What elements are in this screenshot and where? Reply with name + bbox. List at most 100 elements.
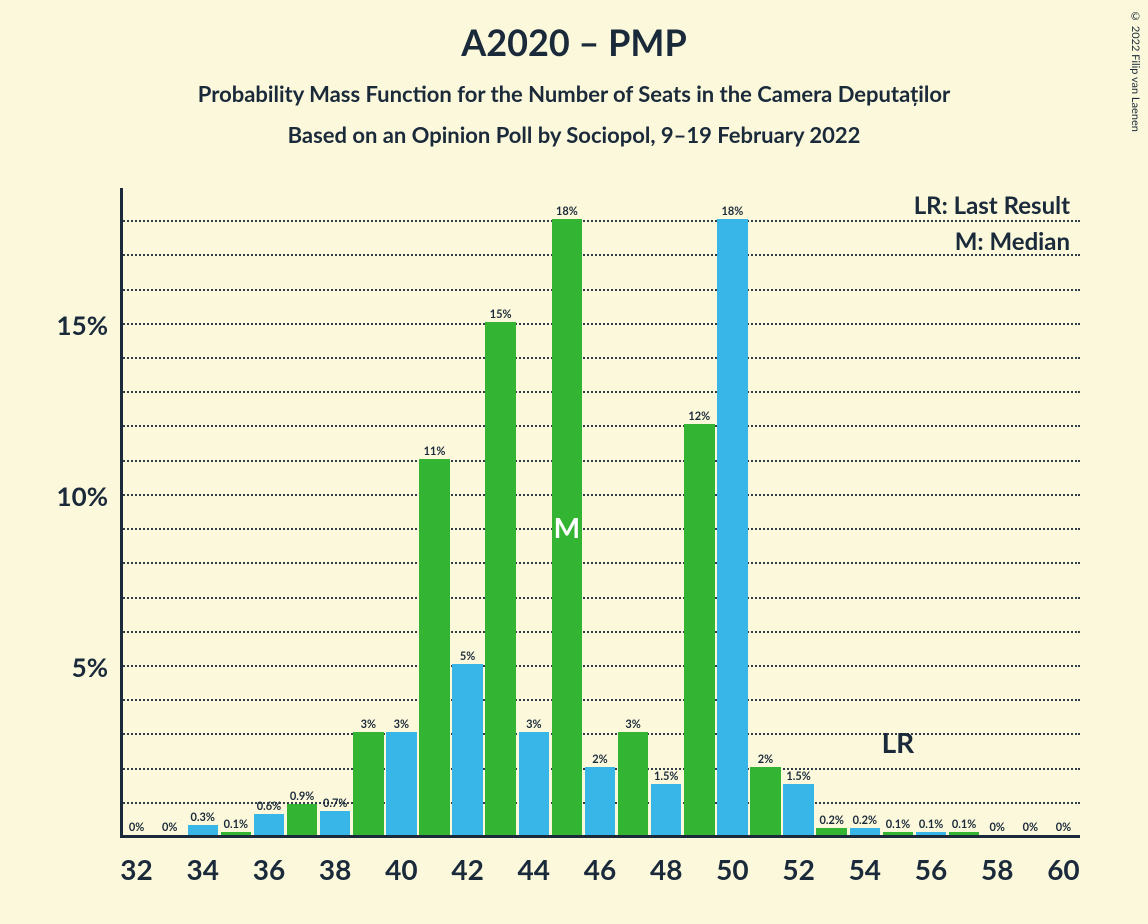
bar-value-label: 0.6%	[257, 800, 281, 813]
bar-value-label: 1.5%	[786, 770, 810, 783]
bar-slot: 11%	[419, 459, 449, 835]
bar-value-label: 0%	[1023, 821, 1038, 834]
bar: 0.2%	[850, 828, 880, 835]
copyright-text: © 2022 Filip van Laenen	[1129, 10, 1142, 132]
bar-value-label: 12%	[688, 410, 710, 423]
bar-slot: 15%	[485, 322, 515, 835]
bar-value-label: 0.7%	[323, 797, 347, 810]
x-tick-label: 50	[716, 838, 748, 886]
bar-slot: 5%	[452, 664, 482, 835]
chart-subtitle-2: Based on an Opinion Poll by Sociopol, 9–…	[0, 121, 1148, 148]
x-tick-label: 32	[120, 838, 152, 886]
x-tick-label: 48	[650, 838, 682, 886]
x-tick-label: 36	[253, 838, 285, 886]
bar-value-label: 0.9%	[290, 790, 314, 803]
bar-slot: 3%	[353, 732, 383, 835]
lr-marker-label: LR	[882, 725, 915, 759]
x-tick-label: 54	[849, 838, 881, 886]
bar-value-label: 3%	[361, 718, 376, 731]
bar: 15%	[485, 322, 515, 835]
bar-slot: 3%	[519, 732, 549, 835]
bar-value-label: 0%	[162, 821, 177, 834]
bar: 0.1%	[883, 832, 913, 835]
bar-slot: 0.1%	[221, 832, 251, 835]
bar-slot: 0.2%	[850, 828, 880, 835]
bar: 3%	[353, 732, 383, 835]
bar-value-label: 5%	[460, 650, 475, 663]
bar-value-label: 0.2%	[820, 814, 844, 827]
bar: 11%	[419, 459, 449, 835]
bar-slot: 0.7%	[320, 811, 350, 835]
bar: 0.1%	[916, 832, 946, 835]
bar-value-label: 0.1%	[952, 818, 976, 831]
bar: 0.2%	[816, 828, 846, 835]
bar-value-label: 1.5%	[654, 770, 678, 783]
bar-slot: 0.1%	[916, 832, 946, 835]
title-block: A2020 – PMP Probability Mass Function fo…	[0, 0, 1148, 148]
bar-slot: 18%M	[552, 219, 582, 835]
bar-value-label: 0.2%	[853, 814, 877, 827]
x-tick-label: 38	[319, 838, 351, 886]
y-tick-label: 15%	[57, 309, 120, 341]
bar-value-label: 3%	[394, 718, 409, 731]
bar-value-label: 0.1%	[886, 818, 910, 831]
bar: 3%	[386, 732, 416, 835]
bar: 2%	[750, 767, 780, 835]
bar-slot: 0.6%	[254, 814, 284, 835]
bar: 0.1%	[221, 832, 251, 835]
bar: 2%	[585, 767, 615, 835]
bar-slot: 3%	[618, 732, 648, 835]
x-tick-label: 60	[1047, 838, 1079, 886]
bar-value-label: 0%	[990, 821, 1005, 834]
bar-value-label: 2%	[592, 753, 607, 766]
chart-title: A2020 – PMP	[0, 20, 1148, 64]
bar-value-label: 18%	[722, 205, 744, 218]
bar-value-label: 15%	[490, 308, 512, 321]
x-tick-label: 34	[187, 838, 219, 886]
bar: 0.1%	[949, 832, 979, 835]
bar: 1.5%	[783, 784, 813, 835]
bar-slot: 18%	[717, 219, 747, 835]
bar-value-label: 3%	[526, 718, 541, 731]
bar-slot: 2%	[585, 767, 615, 835]
bar: 5%	[452, 664, 482, 835]
bar: 3%	[618, 732, 648, 835]
bar-slot: 2%	[750, 767, 780, 835]
bar-value-label: 0%	[129, 821, 144, 834]
bar-value-label: 3%	[625, 718, 640, 731]
x-tick-label: 44	[518, 838, 550, 886]
bar: 0.3%	[188, 825, 218, 835]
median-marker: M	[554, 510, 580, 544]
bar-slot: 1.5%	[783, 784, 813, 835]
x-tick-label: 42	[451, 838, 483, 886]
bar-slot: 3%	[386, 732, 416, 835]
bar-value-label: 0.1%	[919, 818, 943, 831]
bar-slot: 0.1%	[883, 832, 913, 835]
y-tick-label: 10%	[57, 480, 120, 512]
bar-value-label: 0%	[1056, 821, 1071, 834]
bar: 18%M	[552, 219, 582, 835]
bar-value-label: 11%	[424, 445, 446, 458]
x-tick-label: 58	[981, 838, 1013, 886]
bar-value-label: 0.1%	[224, 818, 248, 831]
bar-value-label: 0.3%	[191, 811, 215, 824]
bars-container: 0%0%0.3%0.1%0.6%0.9%0.7%3%3%11%5%15%3%18…	[120, 188, 1080, 838]
bar: 0.6%	[254, 814, 284, 835]
bar-slot: 0.2%	[816, 828, 846, 835]
bar-slot: 12%	[684, 424, 714, 835]
bar: 3%	[519, 732, 549, 835]
x-tick-label: 56	[915, 838, 947, 886]
bar-value-label: 2%	[758, 753, 773, 766]
x-tick-label: 52	[782, 838, 814, 886]
bar-slot: 0.9%	[287, 804, 317, 835]
y-tick-label: 5%	[72, 651, 120, 683]
bar-slot: 0.3%	[188, 825, 218, 835]
x-tick-label: 40	[385, 838, 417, 886]
bar: 0.7%	[320, 811, 350, 835]
chart-area: LR: Last Result M: Median 5%10%15% 0%0%0…	[120, 188, 1080, 838]
bar-slot: 0.1%	[949, 832, 979, 835]
bar: 18%	[717, 219, 747, 835]
chart-subtitle-1: Probability Mass Function for the Number…	[0, 80, 1148, 107]
bar-value-label: 18%	[556, 205, 578, 218]
bar: 1.5%	[651, 784, 681, 835]
